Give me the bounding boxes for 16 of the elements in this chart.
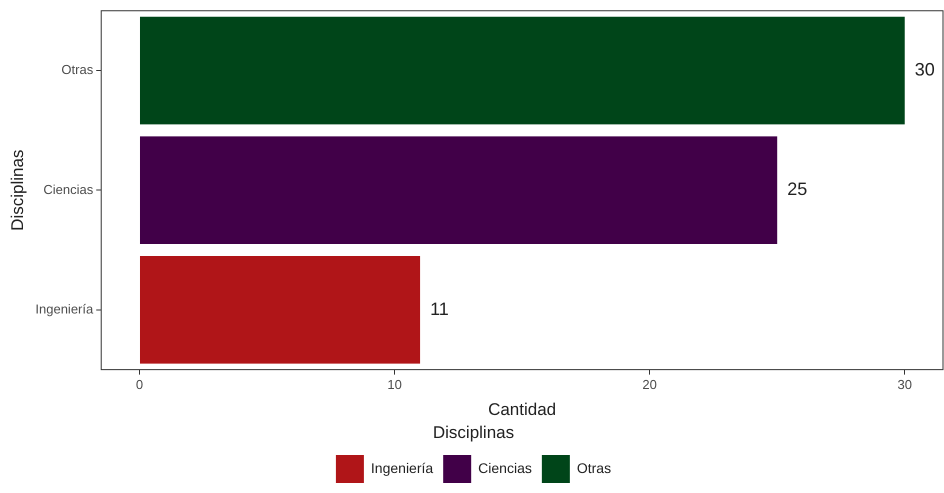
x-tick-label: 0 [136,376,144,392]
data-label: 11 [430,298,449,319]
legend-label: Ciencias [478,460,532,476]
y-axis-title: Disciplinas [8,150,27,231]
x-tick-label: 30 [898,376,912,392]
data-label: 30 [914,60,935,80]
legend-label: Ingeniería [370,460,434,476]
legend-label: Otras [576,460,612,476]
y-tick-label: Otras [61,62,94,78]
y-tick-label: Ciencias [43,182,94,197]
y-tick-label: Ingeniería [35,301,94,316]
legend-title: Disciplinas [432,422,514,442]
x-tick-label: 20 [642,376,657,392]
x-axis-title: Cantidad [488,400,556,420]
x-tick-label: 10 [387,376,402,392]
data-label: 25 [787,179,808,200]
